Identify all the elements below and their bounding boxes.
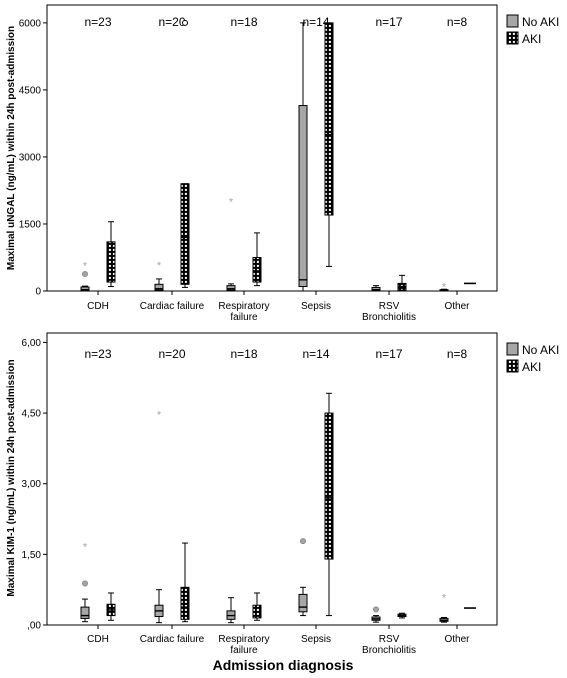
legend-label-aki: AKI bbox=[522, 360, 541, 374]
no-aki-box bbox=[298, 593, 308, 613]
outlier-star: * bbox=[83, 261, 88, 273]
x-tick-label: Sepsis bbox=[301, 634, 331, 645]
outlier-star: * bbox=[157, 409, 162, 421]
group-count-label: n=18 bbox=[230, 15, 257, 29]
x-tick-label: Cardiac failure bbox=[140, 301, 205, 312]
legend-label-no-aki: No AKI bbox=[522, 15, 559, 29]
y-tick-label: ,00 bbox=[27, 621, 41, 632]
y-tick-label: 4500 bbox=[19, 85, 42, 96]
legend-label-no-aki: No AKI bbox=[522, 343, 559, 357]
y-tick-label: 1,50 bbox=[22, 550, 42, 561]
plot-frame bbox=[46, 332, 498, 626]
plot-frame bbox=[46, 4, 498, 292]
kim1-boxplot-chart: ,00 1,50 3,00 4,50 6,00 Maximal KIM-1 (ng/mL)… bbox=[6, 332, 559, 656]
outlier-star: * bbox=[442, 593, 447, 605]
no-aki-box bbox=[226, 285, 236, 291]
y-tick-label: 4,50 bbox=[22, 409, 42, 420]
x-tick-label: Other bbox=[444, 301, 470, 312]
x-tick-label: CDH bbox=[87, 634, 109, 645]
x-tick-label: Bronchiolitis bbox=[362, 312, 416, 323]
aki-box bbox=[180, 183, 190, 285]
y-tick-label: 0 bbox=[35, 287, 41, 298]
outlier-circle bbox=[182, 19, 188, 26]
group-count-label: n=23 bbox=[84, 15, 111, 29]
group-count-label: n=23 bbox=[84, 347, 111, 361]
aki-box bbox=[180, 586, 190, 620]
legend-label-aki: AKI bbox=[522, 32, 541, 46]
no-aki-box bbox=[80, 606, 90, 619]
y-tick-label: 6,00 bbox=[22, 338, 42, 349]
x-tick-label: Respiratory bbox=[218, 301, 269, 312]
x-tick-label: failure bbox=[230, 312, 258, 323]
group-count-label: n=20 bbox=[158, 347, 185, 361]
group-count-label: n=8 bbox=[447, 15, 468, 29]
legend-swatch-no-aki bbox=[506, 342, 519, 356]
no-aki-box bbox=[80, 286, 90, 292]
y-tick-label: 3000 bbox=[19, 152, 42, 163]
y-axis-label: Maximal uNGAL (ng/mL) within 24h post-ad… bbox=[6, 26, 17, 270]
aki-box bbox=[324, 412, 334, 560]
legend-swatch-no-aki bbox=[506, 14, 519, 28]
outlier-circle bbox=[300, 538, 306, 545]
x-axis-title: Admission diagnosis bbox=[213, 657, 354, 673]
group-count-label: n=17 bbox=[375, 347, 402, 361]
outlier-star: * bbox=[442, 282, 447, 294]
x-tick-label: Respiratory bbox=[218, 634, 269, 645]
aki-box bbox=[252, 256, 262, 283]
aki-box bbox=[324, 22, 334, 216]
no-aki-box bbox=[298, 105, 308, 288]
y-tick-label: 6000 bbox=[19, 18, 42, 29]
y-axis-label: Maximal KIM-1 (ng/mL) within 24h post-ad… bbox=[6, 359, 17, 596]
group-count-label: n=18 bbox=[230, 347, 257, 361]
outlier-circle bbox=[82, 271, 88, 278]
x-tick-label: failure bbox=[230, 645, 258, 656]
outlier-circle bbox=[82, 580, 88, 587]
x-tick-label: Bronchiolitis bbox=[362, 645, 416, 656]
no-aki-box bbox=[154, 283, 164, 291]
group-count-label: n=14 bbox=[302, 15, 329, 29]
aki-box bbox=[106, 241, 116, 283]
y-tick-label: 1500 bbox=[19, 219, 42, 230]
x-tick-label: Sepsis bbox=[301, 301, 331, 312]
outlier-star: * bbox=[229, 197, 234, 209]
x-tick-label: RSV bbox=[379, 301, 400, 312]
aki-box bbox=[252, 604, 262, 619]
group-count-label: n=8 bbox=[447, 347, 468, 361]
outlier-star: * bbox=[83, 541, 88, 553]
x-tick-label: Cardiac failure bbox=[140, 634, 205, 645]
outlier-star: * bbox=[157, 260, 162, 272]
x-tick-label: Other bbox=[444, 634, 470, 645]
group-count-label: n=17 bbox=[375, 15, 402, 29]
group-count-label: n=20 bbox=[158, 15, 185, 29]
group-count-label: n=14 bbox=[302, 347, 329, 361]
x-tick-label: RSV bbox=[379, 634, 400, 645]
y-tick-label: 3,00 bbox=[22, 479, 42, 490]
x-tick-label: CDH bbox=[87, 301, 109, 312]
outlier-circle bbox=[373, 606, 379, 613]
legend-swatch-aki bbox=[506, 359, 519, 373]
legend-swatch-aki bbox=[506, 31, 519, 45]
